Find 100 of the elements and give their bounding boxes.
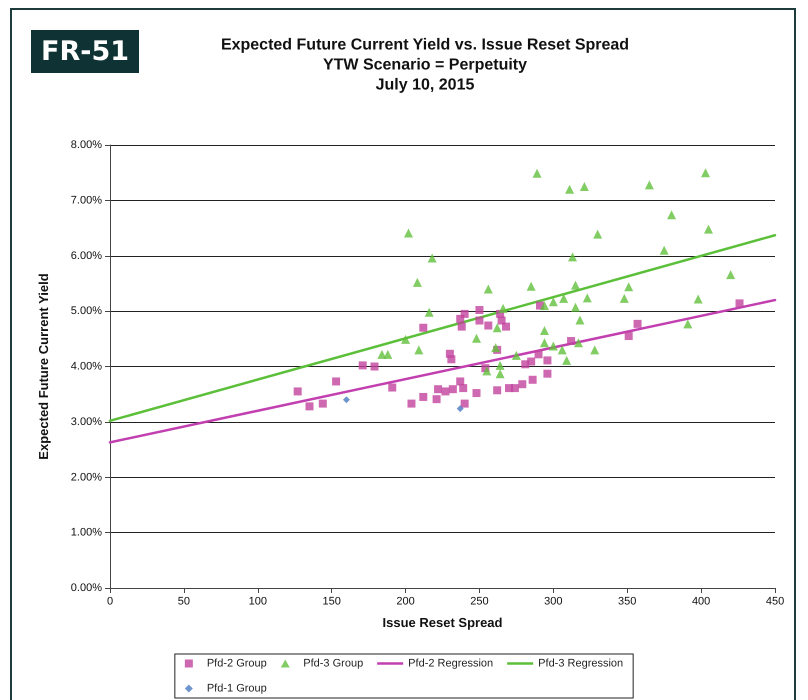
legend-label: Pfd-1 Group	[206, 682, 267, 694]
point	[543, 356, 552, 364]
point	[565, 184, 574, 194]
point	[332, 377, 340, 386]
point	[404, 228, 414, 238]
y-axis-title: Expected Future Current Yield	[36, 273, 51, 460]
legend-label: Pfd-2 Regression	[408, 658, 494, 670]
y-tick-label: 8.00%	[70, 139, 102, 151]
point	[571, 302, 580, 312]
point	[419, 324, 428, 332]
point	[574, 338, 583, 348]
y-tick-label: 1.00%	[70, 526, 102, 539]
point	[407, 400, 416, 408]
point	[548, 297, 558, 306]
point	[694, 294, 703, 304]
legend-label: Pfd-3 Regression	[538, 658, 624, 670]
point	[532, 168, 542, 178]
point	[434, 385, 442, 394]
point	[620, 294, 629, 303]
point	[414, 345, 424, 354]
point	[383, 350, 392, 359]
point	[512, 350, 521, 360]
point	[540, 338, 549, 348]
point	[458, 322, 466, 331]
point	[580, 182, 589, 192]
point	[683, 319, 692, 328]
point	[492, 323, 502, 332]
point	[318, 400, 327, 408]
point	[624, 332, 633, 340]
point	[527, 358, 536, 366]
x-tick-label: 300	[544, 596, 563, 608]
point	[660, 246, 669, 255]
point	[567, 337, 576, 346]
point	[475, 316, 484, 325]
point	[358, 361, 367, 370]
chart-title: Expected Future Current Yield vs. Issue Reset Spread YTW Scenario = Perpetuity July 10, 2015	[220, 36, 630, 94]
point	[624, 282, 634, 292]
point	[460, 310, 469, 318]
point	[294, 387, 302, 396]
point	[448, 385, 457, 394]
point	[482, 366, 492, 376]
point	[460, 400, 469, 408]
point	[475, 306, 484, 314]
point	[401, 334, 410, 344]
point	[540, 301, 549, 310]
y-tick-label: 5.00%	[70, 305, 102, 318]
point	[562, 356, 572, 365]
point	[424, 308, 434, 317]
x-tick-label: 450	[766, 596, 784, 608]
point	[447, 355, 456, 364]
point	[370, 362, 379, 370]
y-tick-label: 6.00%	[70, 250, 102, 262]
point	[575, 315, 584, 324]
point	[528, 376, 537, 384]
x-tick-label: 50	[178, 596, 190, 608]
point	[484, 284, 493, 294]
x-tick-label: 350	[618, 596, 636, 608]
point	[558, 345, 567, 354]
point	[704, 224, 713, 234]
legend-label: Pfd-2 Group	[206, 658, 267, 670]
point	[701, 168, 710, 178]
point	[593, 230, 602, 239]
point	[496, 369, 505, 378]
point	[526, 282, 536, 291]
point	[498, 304, 508, 313]
point	[472, 334, 481, 343]
point	[306, 402, 314, 410]
point	[634, 320, 642, 328]
y-tick-label: 7.00%	[70, 194, 102, 206]
point	[456, 405, 464, 412]
point	[518, 380, 526, 388]
y-tick-label: 4.00%	[70, 360, 102, 372]
point	[582, 293, 592, 302]
point	[568, 252, 578, 262]
point	[472, 389, 480, 398]
y-tick-label: 0.00%	[70, 582, 102, 594]
point	[419, 392, 428, 401]
point	[667, 210, 676, 220]
point	[496, 360, 505, 370]
point	[412, 278, 422, 287]
point	[543, 370, 552, 378]
x-tick-label: 0	[106, 596, 114, 608]
y-tick-label: 3.00%	[70, 416, 102, 428]
x-axis-title: Issue Reset Spread	[382, 615, 503, 630]
point	[726, 270, 736, 280]
point	[510, 384, 519, 392]
point	[342, 396, 350, 404]
point	[491, 343, 500, 352]
point	[459, 384, 468, 392]
x-tick-label: 250	[470, 596, 489, 608]
point	[484, 322, 492, 330]
point	[644, 180, 654, 190]
point	[428, 253, 437, 262]
point	[534, 350, 543, 358]
point	[493, 386, 502, 394]
x-tick-label: 150	[322, 596, 341, 608]
legend-label: Pfd-3 Group	[303, 658, 364, 670]
y-tick-label: 2.00%	[70, 471, 102, 484]
x-tick-label: 200	[396, 596, 415, 608]
point	[736, 299, 744, 308]
